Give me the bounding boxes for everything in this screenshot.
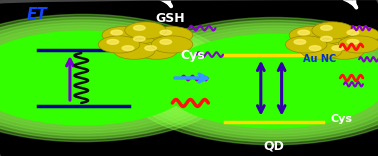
Circle shape (125, 33, 166, 50)
Circle shape (0, 20, 224, 136)
Circle shape (309, 46, 321, 51)
Circle shape (98, 36, 140, 53)
Circle shape (140, 26, 378, 136)
Circle shape (289, 27, 331, 44)
Circle shape (338, 36, 378, 53)
Circle shape (160, 30, 172, 35)
Text: Cys: Cys (180, 49, 205, 62)
Circle shape (133, 25, 145, 30)
Circle shape (133, 23, 378, 139)
Circle shape (160, 39, 172, 44)
Circle shape (332, 46, 344, 51)
Circle shape (323, 42, 365, 59)
Text: ET: ET (26, 7, 47, 22)
Circle shape (294, 39, 306, 44)
Circle shape (122, 46, 134, 51)
Text: GSH: GSH (155, 12, 185, 25)
Circle shape (120, 17, 378, 145)
Circle shape (113, 42, 155, 59)
Circle shape (133, 36, 145, 41)
Circle shape (107, 39, 119, 44)
Circle shape (151, 36, 193, 53)
Circle shape (312, 22, 353, 39)
Circle shape (298, 30, 310, 35)
Circle shape (151, 27, 193, 44)
Circle shape (285, 36, 327, 53)
Circle shape (147, 29, 378, 134)
Circle shape (338, 27, 378, 44)
Circle shape (102, 27, 144, 44)
Circle shape (0, 23, 217, 133)
Circle shape (347, 39, 359, 44)
Circle shape (127, 20, 378, 142)
Circle shape (0, 31, 197, 125)
Circle shape (321, 25, 332, 30)
Circle shape (125, 22, 166, 39)
Text: Au NC: Au NC (303, 54, 336, 64)
Circle shape (154, 32, 378, 131)
Text: Cys: Cys (331, 114, 353, 124)
Circle shape (145, 46, 156, 51)
Circle shape (347, 30, 359, 35)
Text: QD: QD (263, 140, 285, 153)
Circle shape (0, 14, 237, 142)
Circle shape (111, 30, 122, 35)
Circle shape (0, 26, 210, 130)
Circle shape (0, 28, 203, 128)
Circle shape (312, 33, 353, 50)
Circle shape (321, 36, 332, 41)
Circle shape (0, 17, 231, 139)
Circle shape (136, 42, 178, 59)
Circle shape (161, 34, 378, 128)
Circle shape (301, 42, 342, 59)
